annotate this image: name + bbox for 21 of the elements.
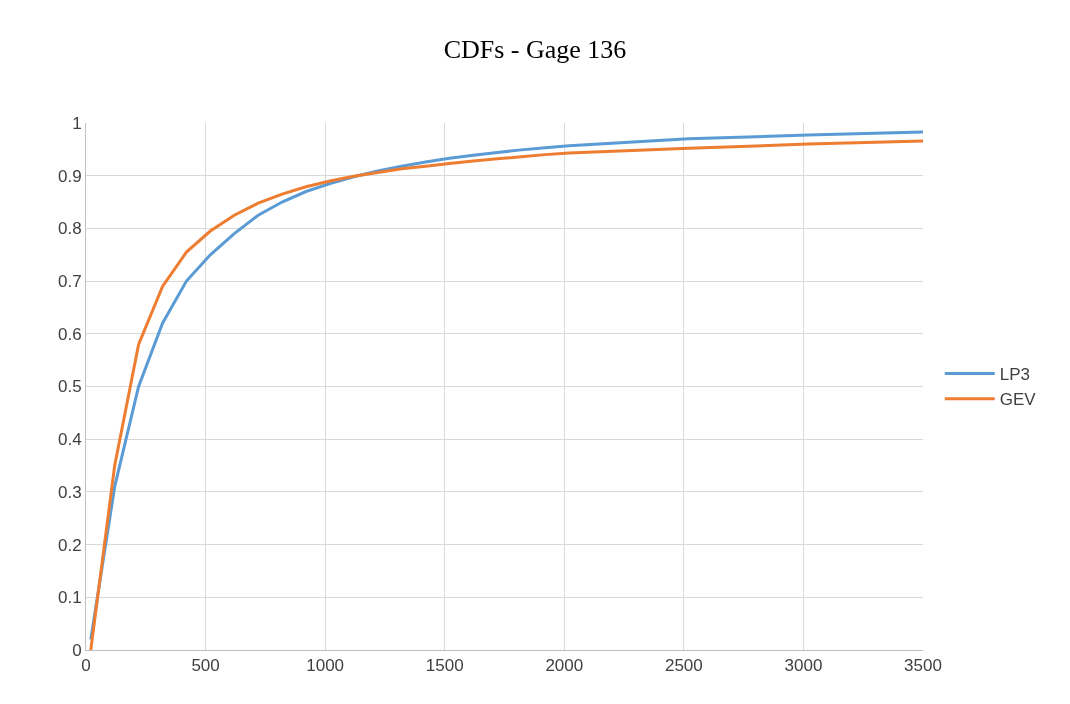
y-tick-label: 0.9 [57,166,82,186]
chart-title: CDFs - Gage 136 [443,35,627,65]
legend-label: GEV [999,390,1037,410]
y-tick-label: 0.8 [57,219,82,239]
y-tick-label: 0.1 [57,588,82,608]
y-tick-label: 1 [72,113,82,133]
y-tick-label: 0.6 [57,324,82,344]
legend-label: LP3 [999,365,1030,385]
x-tick-label: 2500 [664,656,703,676]
x-tick-label: 2000 [545,656,584,676]
x-tick-label: 500 [191,656,220,676]
x-tick-label: 1000 [306,656,345,676]
x-tick-label: 3000 [784,656,823,676]
x-tick-label: 3500 [904,656,942,676]
x-tick-label: 1500 [425,656,464,676]
y-tick-label: 0 [72,640,82,660]
y-tick-label: 0.5 [57,377,82,397]
y-tick-label: 0.3 [57,482,82,502]
y-tick-label: 0.4 [57,430,82,450]
y-tick-label: 0.2 [57,535,82,555]
y-tick-label: 0.7 [57,272,82,292]
